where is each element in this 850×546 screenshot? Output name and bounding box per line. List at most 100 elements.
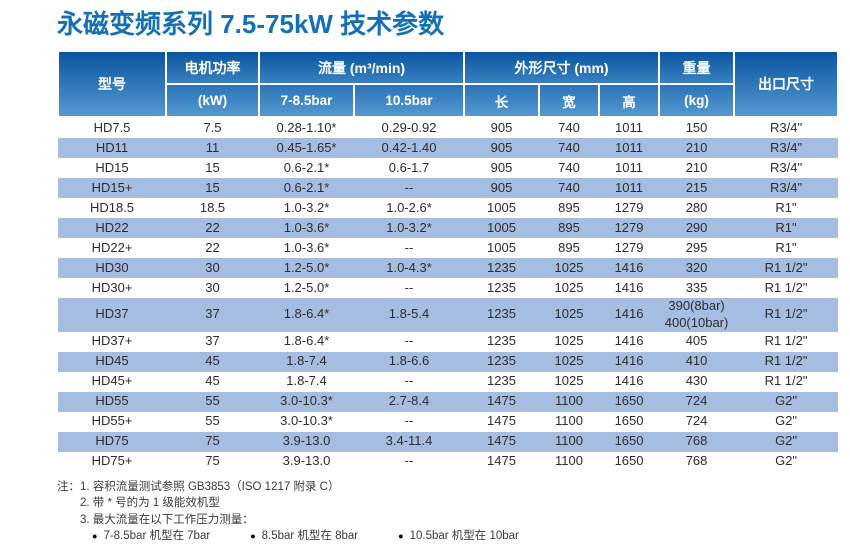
cell-height: 1011 — [599, 178, 660, 198]
cell-weight: 430 — [685, 373, 708, 389]
cell-weight: 410 — [659, 351, 735, 372]
cell-power: 37 — [205, 333, 220, 349]
footnote-bullet-1: ● 7-8.5bar 机型在 7bar — [92, 528, 210, 545]
cell-power: 75 — [166, 431, 259, 452]
cell-flow-7-85bar: 0.6-2.1* — [283, 159, 330, 175]
cell-outlet: R1" — [775, 239, 797, 255]
cell-flow-7-85bar: 1.8-7.4 — [259, 351, 354, 372]
cell-flow-7-85bar: 0.28-1.10* — [276, 119, 337, 135]
cell-power: 11 — [166, 138, 259, 158]
cell-outlet: R1" — [775, 199, 797, 215]
col-header-weight: 重量 — [658, 50, 736, 85]
cell-power: 55 — [166, 391, 259, 412]
cell-length: 905 — [464, 178, 540, 198]
table-row: HD37 37 1.8-6.4* 1.8-5.4 1235 1025 1416 390(8ba… — [58, 298, 839, 332]
cell-power: 7.5 — [203, 119, 222, 135]
cell-power: 15 — [205, 159, 220, 175]
footnote-bullet-list: ● 7-8.5bar 机型在 7bar ● 8.5bar 机型在 8bar ● … — [92, 528, 850, 545]
cell-outlet: R1" — [734, 218, 839, 238]
col-header-width: 宽 — [538, 83, 601, 118]
cell-model: HD45+ — [91, 373, 133, 389]
cell-length: 905 — [490, 119, 513, 135]
cell-flow-105bar: -- — [404, 279, 414, 295]
cell-height: 1650 — [599, 431, 660, 452]
cell-flow-105bar: 0.42-1.40 — [354, 138, 465, 158]
cell-height: 1650 — [614, 453, 644, 469]
cell-width: 740 — [539, 178, 600, 198]
cell-flow-7-85bar: 0.45-1.65* — [259, 138, 354, 158]
table-row: HD45 45 1.8-7.4 1.8-6.6 1235 1025 1416 410 R1 1/… — [58, 351, 839, 372]
footnote-line-1: 1. 容积流量测试参照 GB3853（ISO 1217 附录 C） — [80, 480, 340, 493]
cell-weight: 320 — [659, 258, 735, 278]
cell-flow-7-85bar: 1.0-3.6* — [283, 239, 330, 255]
cell-flow-7-85bar: 1.2-5.0* — [283, 279, 330, 295]
cell-outlet: R3/4" — [770, 159, 803, 175]
cell-height: 1279 — [614, 199, 644, 215]
cell-weight: 724 — [659, 391, 735, 412]
table-row: HD55 55 3.0-10.3* 2.7-8.4 1475 1100 1650 724 G2" — [58, 391, 839, 412]
cell-power: 37 — [166, 298, 259, 332]
cell-model: HD15 — [95, 159, 129, 175]
cell-outlet: R1 1/2" — [764, 279, 808, 295]
cell-flow-105bar: 2.7-8.4 — [354, 391, 465, 412]
cell-flow-105bar: -- — [404, 373, 414, 389]
cell-weight: 335 — [685, 279, 708, 295]
spec-table: 型号 电机功率 流量 (m³/min) 外形尺寸 (mm) 重量 出口尺寸 (k… — [57, 50, 840, 472]
footnote-bullet-3-text: 10.5bar 机型在 10bar — [409, 530, 519, 543]
cell-weight: 280 — [685, 199, 708, 215]
cell-height: 1416 — [614, 333, 644, 349]
cell-power: 55 — [205, 413, 220, 429]
cell-weight: 390(8bar) 400(10bar) — [659, 298, 735, 332]
cell-model: HD22 — [58, 218, 166, 238]
col-header-flow-105bar: 10.5bar — [352, 83, 466, 118]
cell-model: HD18.5 — [89, 199, 135, 215]
cell-length: 1235 — [487, 373, 516, 389]
cell-height: 1650 — [599, 391, 660, 412]
cell-power: 45 — [205, 373, 220, 389]
table-row: HD30 30 1.2-5.0* 1.0-4.3* 1235 1025 1416 320 R1 … — [58, 258, 839, 278]
cell-model: HD37+ — [91, 333, 133, 349]
cell-outlet: R3/4" — [734, 138, 839, 158]
cell-height: 1011 — [599, 138, 660, 158]
cell-model: HD7.5 — [93, 119, 131, 135]
cell-outlet: R1 1/2" — [764, 373, 808, 389]
cell-flow-105bar: -- — [404, 453, 414, 469]
col-header-height: 高 — [598, 83, 661, 118]
cell-outlet: R1 1/2" — [734, 298, 839, 332]
cell-length: 1005 — [464, 218, 540, 238]
cell-model: HD45 — [58, 351, 166, 372]
col-header-motor-power: 电机功率 — [165, 50, 260, 85]
cell-flow-7-85bar: 1.0-3.6* — [259, 218, 354, 238]
cell-power: 30 — [166, 258, 259, 278]
cell-outlet: R3/4" — [770, 119, 803, 135]
cell-outlet: G2" — [775, 453, 798, 469]
cell-weight: 768 — [659, 431, 735, 452]
cell-length: 1235 — [487, 333, 516, 349]
cell-weight: 210 — [659, 138, 735, 158]
cell-model: HD55 — [58, 391, 166, 412]
cell-flow-105bar: 1.8-5.4 — [354, 298, 465, 332]
cell-model: HD11 — [58, 138, 166, 158]
cell-model: HD22+ — [91, 239, 133, 255]
cell-flow-7-85bar: 3.0-10.3* — [280, 413, 333, 429]
cell-flow-105bar: 1.0-3.2* — [354, 218, 465, 238]
cell-width: 1025 — [539, 298, 600, 332]
footnote-bullet-2: ● 8.5bar 机型在 8bar — [250, 528, 358, 545]
cell-weight: 768 — [685, 453, 708, 469]
cell-length: 1235 — [487, 279, 516, 295]
footnote-line-2: 2. 带 * 号的为 1 级能效机型 — [80, 497, 220, 510]
cell-width: 895 — [558, 239, 580, 255]
cell-width: 1025 — [554, 373, 584, 389]
cell-model: HD75+ — [91, 453, 133, 469]
cell-width: 1100 — [555, 413, 583, 429]
table-row: HD22 22 1.0-3.6* 1.0-3.2* 1005 895 1279 290 R1" — [58, 218, 839, 238]
cell-flow-7-85bar: 3.9-13.0 — [259, 431, 354, 452]
table-row: HD15 15 0.6-2.1* 0.6-1.7 905 740 1011 210 R3/4" — [58, 158, 838, 178]
cell-length: 1235 — [464, 351, 540, 372]
col-header-flow-7-85bar: 7-8.5bar — [258, 83, 355, 118]
cell-model: HD30 — [58, 258, 166, 278]
cell-model: HD55+ — [91, 413, 133, 429]
cell-outlet: G2" — [775, 413, 798, 429]
table-row: HD55+ 55 3.0-10.3* -- 1475 1100 1650 724 G2" — [58, 412, 838, 432]
